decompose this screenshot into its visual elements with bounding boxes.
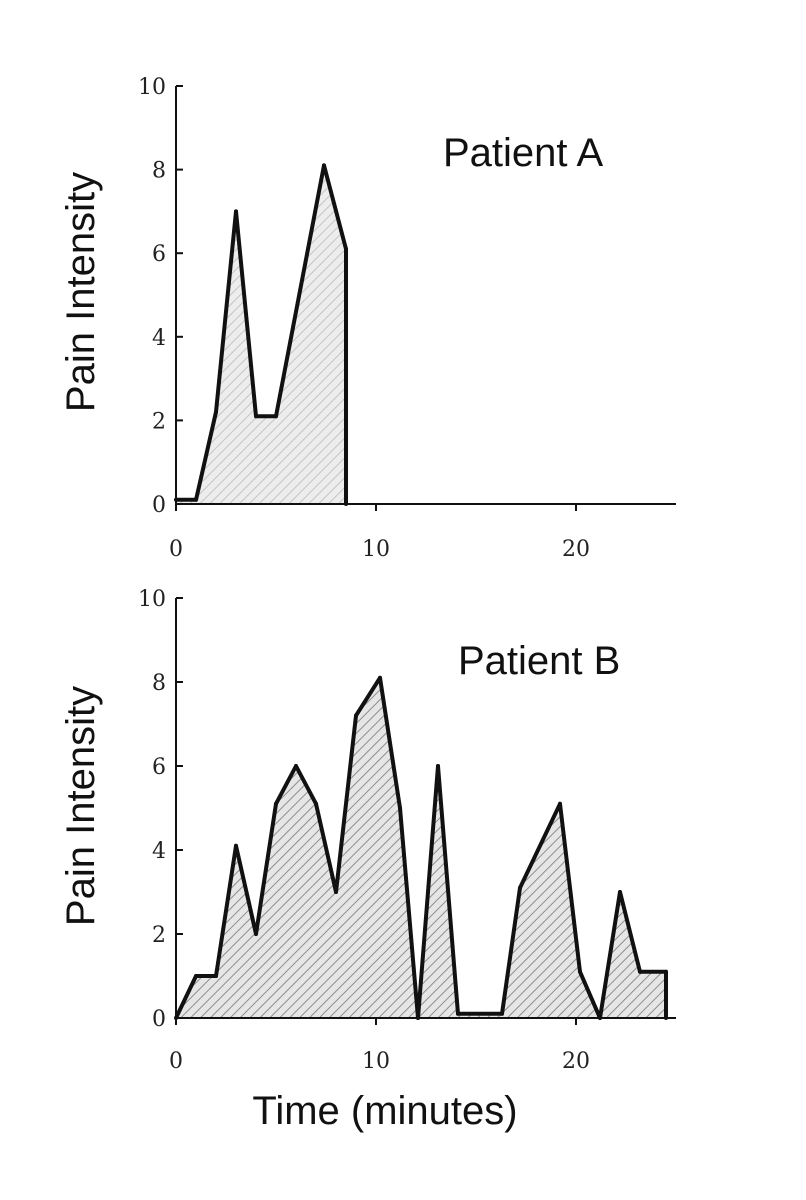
x-tick-label: 10	[362, 1049, 390, 1074]
panel-title-patient-a: Patient A	[443, 131, 603, 175]
data-point	[378, 675, 382, 680]
y-tick-label: 2	[152, 923, 166, 948]
data-point	[558, 801, 562, 806]
data-point	[194, 497, 198, 502]
axes-patient-b: 0 2 4 6 8 10 0 10 20	[138, 587, 676, 1074]
x-tick-label: 0	[169, 537, 183, 562]
data-point	[274, 801, 278, 806]
y-tick-label: 6	[152, 242, 166, 267]
data-point	[214, 974, 218, 978]
y-tick-label: 0	[152, 493, 166, 518]
y-tick-label: 10	[138, 75, 166, 100]
y-tick-label: 8	[152, 159, 166, 184]
data-point	[254, 932, 258, 936]
data-point	[334, 890, 338, 894]
y-axis-label-patient-a: Pain Intensity	[59, 172, 103, 412]
plot-area-patient-b	[174, 675, 668, 1020]
y-tick-label: 4	[152, 326, 166, 351]
data-point	[344, 247, 348, 251]
x-tick-label: 0	[169, 1049, 183, 1074]
chart-patient-b: Pain Intensity Patient B 0 2 4 6 8 10 0 10 20 Ti…	[59, 587, 676, 1133]
data-point	[234, 209, 238, 214]
data-point	[294, 764, 298, 768]
y-axis-label-patient-b: Pain Intensity	[59, 686, 103, 926]
data-point	[638, 969, 642, 974]
data-point	[664, 969, 668, 974]
x-tick-label: 10	[362, 537, 390, 562]
data-point	[214, 410, 218, 414]
data-point	[194, 974, 198, 978]
data-point	[518, 885, 522, 890]
area-fill-patient-b	[176, 677, 666, 1018]
data-point	[618, 890, 622, 894]
y-tick-label: 2	[152, 409, 166, 434]
series-line-patient-b	[174, 675, 668, 1020]
data-point	[398, 806, 402, 810]
data-point	[274, 414, 278, 419]
axes-patient-a: 0 2 4 6 8 10 0 10 20	[138, 75, 676, 562]
data-point	[578, 969, 582, 974]
panel-title-patient-b: Patient B	[458, 639, 620, 683]
y-tick-label: 6	[152, 755, 166, 780]
data-point	[254, 414, 258, 419]
data-point	[322, 163, 326, 168]
y-tick-label: 0	[152, 1007, 166, 1032]
data-point	[314, 801, 318, 806]
y-tick-label: 4	[152, 839, 166, 864]
y-tick-label: 8	[152, 671, 166, 696]
area-fill-patient-a	[176, 165, 346, 504]
x-axis-label: Time (minutes)	[252, 1089, 517, 1133]
data-point	[500, 1011, 504, 1016]
data-point	[234, 843, 238, 848]
data-point	[436, 764, 440, 768]
x-tick-label: 20	[562, 537, 590, 562]
x-tick-label: 20	[562, 1049, 590, 1074]
chart-patient-a: Pain Intensity Patient A 0 2 4 6 8 10 0 10 20	[59, 75, 676, 562]
plot-area-patient-a	[174, 163, 348, 506]
y-tick-label: 10	[138, 587, 166, 612]
data-point	[354, 713, 358, 718]
data-point	[456, 1011, 460, 1016]
